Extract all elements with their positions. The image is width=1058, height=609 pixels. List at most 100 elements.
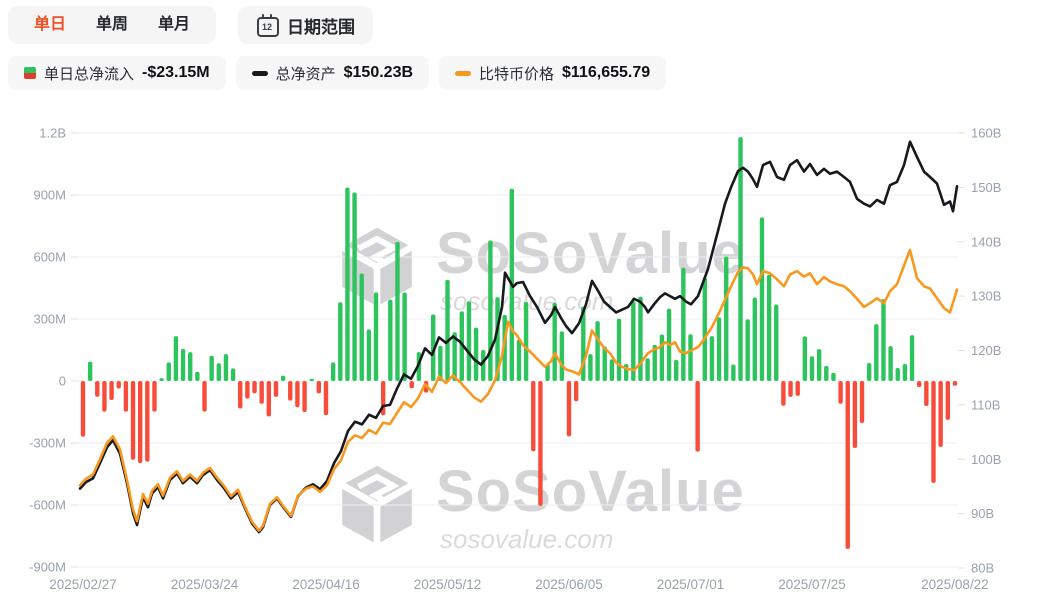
daily-flow-bar[interactable] [473,327,479,381]
daily-flow-bar[interactable] [866,363,872,381]
legend-item-net-inflow[interactable]: 单日总净流入 -$23.15M [8,56,226,90]
daily-flow-bar[interactable] [552,302,557,381]
daily-flow-bar[interactable] [945,381,950,420]
daily-flow-bar[interactable] [824,365,829,381]
daily-flow-bar[interactable] [245,381,250,399]
daily-flow-bar[interactable] [795,381,800,396]
daily-flow-bar[interactable] [716,317,722,381]
daily-flow-bar[interactable] [838,381,843,404]
daily-flow-bar[interactable] [781,381,786,406]
daily-flow-bar[interactable] [774,304,779,381]
daily-flow-bar[interactable] [102,381,107,412]
daily-flow-bar[interactable] [616,318,622,381]
daily-flow-bar[interactable] [752,297,758,381]
daily-flow-bar[interactable] [688,334,693,381]
daily-flow-bar[interactable] [145,381,150,462]
daily-flow-bar[interactable] [516,339,522,381]
daily-flow-bar[interactable] [731,364,736,381]
daily-flow-bar[interactable] [366,329,372,381]
daily-flow-bar[interactable] [659,334,665,382]
daily-flow-bar[interactable] [388,299,393,381]
daily-flow-bar[interactable] [831,372,836,381]
daily-flow-bar[interactable] [431,314,436,381]
daily-flow-bar[interactable] [238,381,243,409]
legend-item-net-assets[interactable]: 总净资产 $150.23B [235,56,430,90]
daily-flow-bar[interactable] [345,187,350,381]
daily-flow-bar[interactable] [338,302,343,381]
daily-flow-bar[interactable] [130,381,136,460]
daily-flow-bar[interactable] [316,381,322,394]
daily-flow-bar[interactable] [95,381,100,397]
daily-flow-bar[interactable] [874,324,879,381]
daily-flow-bar[interactable] [488,240,493,381]
daily-flow-bar[interactable] [166,362,171,381]
daily-flow-bar[interactable] [209,355,214,381]
daily-flow-bar[interactable] [295,381,300,408]
daily-flow-bar[interactable] [916,381,922,387]
daily-flow-bar[interactable] [137,381,143,464]
daily-flow-bar[interactable] [459,311,464,381]
daily-flow-bar[interactable] [681,267,686,381]
daily-flow-bar[interactable] [759,217,765,381]
daily-flow-bar[interactable] [216,363,221,381]
daily-flow-bar[interactable] [702,277,707,381]
daily-flow-bar[interactable] [373,292,379,381]
daily-flow-bar[interactable] [466,301,472,381]
daily-flow-bar[interactable] [852,381,858,448]
daily-flow-bar[interactable] [909,335,915,381]
daily-flow-bar[interactable] [938,381,943,447]
daily-flow-bar[interactable] [816,349,822,381]
daily-flow-bar[interactable] [259,381,264,404]
daily-flow-bar[interactable] [709,336,715,381]
daily-flow-bar[interactable] [288,381,293,401]
daily-flow-bar[interactable] [452,332,457,381]
daily-flow-bar[interactable] [116,381,121,389]
daily-flow-bar[interactable] [566,381,572,437]
daily-flow-bar[interactable] [881,299,886,381]
daily-flow-bar[interactable] [559,331,565,381]
daily-flow-bar[interactable] [602,346,607,381]
daily-flow-bar[interactable] [223,354,229,381]
daily-flow-bar[interactable] [123,381,129,412]
daily-flow-bar[interactable] [180,348,186,381]
daily-flow-bar[interactable] [724,256,729,381]
daily-flow-bar[interactable] [888,346,893,381]
daily-flow-bar[interactable] [159,378,164,381]
daily-flow-bar[interactable] [87,361,93,381]
daily-flow-bar[interactable] [609,359,615,381]
daily-flow-bar[interactable] [902,364,908,381]
daily-flow-bar[interactable] [395,241,400,381]
daily-flow-bar[interactable] [631,301,636,381]
daily-flow-bar[interactable] [409,381,414,389]
daily-flow-bar[interactable] [531,381,536,452]
daily-flow-bar[interactable] [202,381,207,412]
daily-flow-bar[interactable] [273,381,279,397]
daily-flow-bar[interactable] [859,381,865,423]
tab-weekly[interactable]: 单周 [96,6,128,44]
daily-flow-bar[interactable] [323,381,329,416]
daily-flow-bar[interactable] [266,381,272,417]
daily-flow-bar[interactable] [438,345,443,381]
daily-flow-bar[interactable] [573,381,579,402]
daily-flow-bar[interactable] [788,381,793,397]
daily-flow-bar[interactable] [652,344,657,381]
date-range-button[interactable]: 12 日期范围 [238,6,374,44]
daily-flow-bar[interactable] [309,378,314,381]
daily-flow-bar[interactable] [802,336,808,381]
daily-flow-bar[interactable] [302,381,307,412]
daily-flow-bar[interactable] [109,381,114,401]
daily-flow-bar[interactable] [895,367,900,381]
daily-flow-bar[interactable] [952,381,958,386]
daily-flow-bar[interactable] [738,137,743,381]
daily-flow-bar[interactable] [280,375,286,381]
daily-flow-bar[interactable] [359,273,364,381]
tab-monthly[interactable]: 单月 [158,6,190,44]
daily-flow-bar[interactable] [523,302,529,381]
daily-flow-bar[interactable] [845,381,850,549]
daily-flow-bar[interactable] [695,381,700,452]
daily-flow-bar[interactable] [931,381,936,483]
daily-flow-bar[interactable] [924,381,929,407]
daily-flow-bar[interactable] [674,359,679,381]
daily-flow-bar[interactable] [538,381,543,506]
